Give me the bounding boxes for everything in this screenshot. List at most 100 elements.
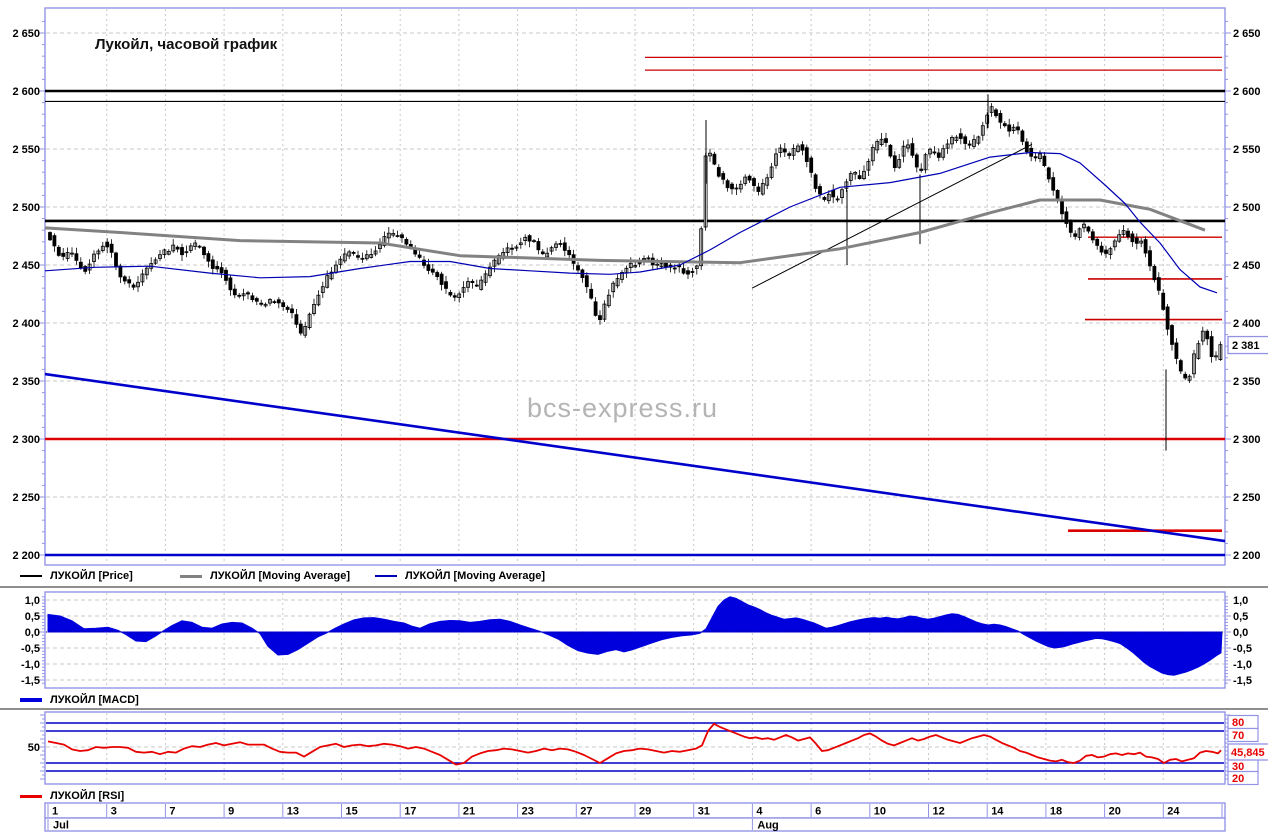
- price-y-tick-label-left: 2 550: [12, 144, 40, 156]
- x-axis-day-label: 1: [52, 806, 58, 818]
- legend-price-label: ЛУКОЙЛ [Price]: [50, 570, 133, 582]
- price-y-tick-label-right: 2 250: [1233, 492, 1261, 504]
- macd-y-tick-label-right: -0,5: [1233, 643, 1252, 655]
- x-axis-day-label: 24: [1167, 806, 1180, 818]
- ma-slow-swatch: [180, 574, 202, 578]
- x-axis-day-label: 3: [111, 806, 117, 818]
- x-axis-day-label: 6: [815, 806, 821, 818]
- month-axis-row: [44, 817, 1226, 832]
- x-axis-day-label: 4: [756, 806, 763, 818]
- legend-macd-label: ЛУКОЙЛ [MACD]: [50, 694, 139, 706]
- legend-macd: ЛУКОЙЛ [MACD]: [20, 691, 139, 709]
- legend-rsi: ЛУКОЙЛ [RSI]: [20, 787, 124, 805]
- rsi-value-box: [1227, 743, 1268, 761]
- rsi-line: [47, 722, 1222, 766]
- x-axis-day-label: 7: [169, 806, 175, 818]
- price-y-tick-label-right: 2 650: [1233, 28, 1261, 40]
- x-axis-day-label: 29: [639, 806, 651, 818]
- trendline: [751, 143, 1033, 289]
- price-y-tick-label-right: 2 600: [1233, 86, 1261, 98]
- trendline: [44, 372, 1226, 543]
- x-axis-day-label: 21: [463, 806, 475, 818]
- x-axis-day-label: 14: [991, 806, 1004, 818]
- price-y-tick-label-right: 2 450: [1233, 260, 1261, 272]
- x-axis-day-label: 10: [874, 806, 886, 818]
- ma-fast-swatch: [375, 575, 397, 577]
- x-axis-day-label: 31: [698, 806, 710, 818]
- rsi-level-box-label: 20: [1232, 773, 1244, 785]
- candlestick-series: [48, 94, 1223, 451]
- price-y-tick-label-right: 2 400: [1233, 318, 1261, 330]
- rsi-level-box-label: 30: [1232, 761, 1244, 773]
- x-axis-day-label: 18: [1050, 806, 1062, 818]
- chart-title: Лукойл, часовой график: [95, 36, 278, 53]
- macd-y-tick-label-left: 1,0: [25, 595, 40, 607]
- rsi-value-label: 45,845: [1231, 747, 1265, 759]
- macd-y-tick-label-right: 1,0: [1233, 595, 1248, 607]
- x-axis-day-label: 12: [933, 806, 945, 818]
- price-y-tick-label-right: 2 550: [1233, 144, 1261, 156]
- macd-y-tick-label-right: -1,0: [1233, 659, 1252, 671]
- legend-price: ЛУКОЙЛ [Price]: [20, 567, 133, 585]
- price-y-tick-label-left: 2 450: [12, 260, 40, 272]
- x-axis-month-label: Jul: [53, 820, 69, 832]
- macd-area: [47, 596, 1223, 676]
- macd-y-tick-label-right: 0,0: [1233, 627, 1248, 639]
- price-y-tick-label-left: 2 300: [12, 434, 40, 446]
- last-price-label: 2 381: [1232, 340, 1260, 352]
- rsi-50-label: 50: [28, 742, 40, 754]
- ma-fast-line: [44, 151, 1218, 294]
- price-y-tick-label-right: 2 350: [1233, 376, 1261, 388]
- macd-y-tick-label-right: 0,5: [1233, 611, 1248, 623]
- rsi-level-box-label: 80: [1232, 717, 1244, 729]
- x-axis-day-label: 15: [346, 806, 358, 818]
- panel-separator-2: [0, 708, 1268, 711]
- price-y-tick-label-right: 2 300: [1233, 434, 1261, 446]
- panel-separator: [0, 586, 1268, 589]
- x-axis-day-label: 27: [580, 806, 592, 818]
- day-cell-separators: [47, 804, 1223, 830]
- price-y-tick-label-left: 2 350: [12, 376, 40, 388]
- legend-rsi-label: ЛУКОЙЛ [RSI]: [50, 790, 125, 802]
- price-y-tick-label-left: 2 600: [12, 86, 40, 98]
- x-axis-day-label: 23: [522, 806, 534, 818]
- rsi-legend: ЛУКОЙЛ [RSI]: [0, 787, 1268, 805]
- macd-y-tick-label-left: -0,5: [21, 643, 40, 655]
- price-y-tick-label-left: 2 400: [12, 318, 40, 330]
- rsi-level-box-label: 70: [1232, 730, 1244, 742]
- last-price-box: [1227, 335, 1268, 355]
- macd-legend: ЛУКОЙЛ [MACD]: [0, 691, 1268, 709]
- x-axis-day-label: 17: [404, 806, 416, 818]
- macd-y-tick-label-left: -1,0: [21, 659, 40, 671]
- rsi-swatch: [20, 794, 42, 798]
- x-axis-day-label: 20: [1109, 806, 1121, 818]
- legend-ma-fast-label: ЛУКОЙЛ [Moving Average]: [405, 570, 545, 582]
- macd-axis-ticks: [39, 596, 1231, 684]
- price-legend: ЛУКОЙЛ [Price] ЛУКОЙЛ [Moving Average] Л…: [0, 567, 1268, 585]
- macd-swatch: [20, 698, 42, 702]
- price-line-swatch: [20, 575, 42, 577]
- ma-slow-line: [44, 198, 1206, 265]
- price-y-tick-label-left: 2 650: [12, 28, 40, 40]
- price-y-tick-label-left: 2 250: [12, 492, 40, 504]
- macd-y-tick-label-left: -1,5: [21, 675, 40, 687]
- legend-ma-slow-label: ЛУКОЙЛ [Moving Average]: [210, 570, 350, 582]
- x-axis-day-label: 9: [228, 806, 234, 818]
- price-axis-ticks: [39, 20, 1231, 556]
- price-y-tick-label-right: 2 500: [1233, 202, 1261, 214]
- legend-ma-slow: ЛУКОЙЛ [Moving Average]: [180, 567, 350, 585]
- macd-y-tick-label-left: 0,0: [25, 627, 40, 639]
- x-axis-month-label: Aug: [757, 820, 778, 832]
- macd-y-tick-label-right: -1,5: [1233, 675, 1252, 687]
- price-y-tick-label-left: 2 200: [12, 550, 40, 562]
- price-y-tick-label-left: 2 500: [12, 202, 40, 214]
- price-y-tick-label-right: 2 200: [1233, 550, 1261, 562]
- legend-ma-fast: ЛУКОЙЛ [Moving Average]: [375, 567, 545, 585]
- macd-y-tick-label-left: 0,5: [25, 611, 40, 623]
- rsi-level-box: [1227, 770, 1259, 786]
- x-axis-day-label: 13: [287, 806, 299, 818]
- watermark: bcs-express.ru: [527, 393, 719, 423]
- rsi-level-box: [1227, 727, 1259, 743]
